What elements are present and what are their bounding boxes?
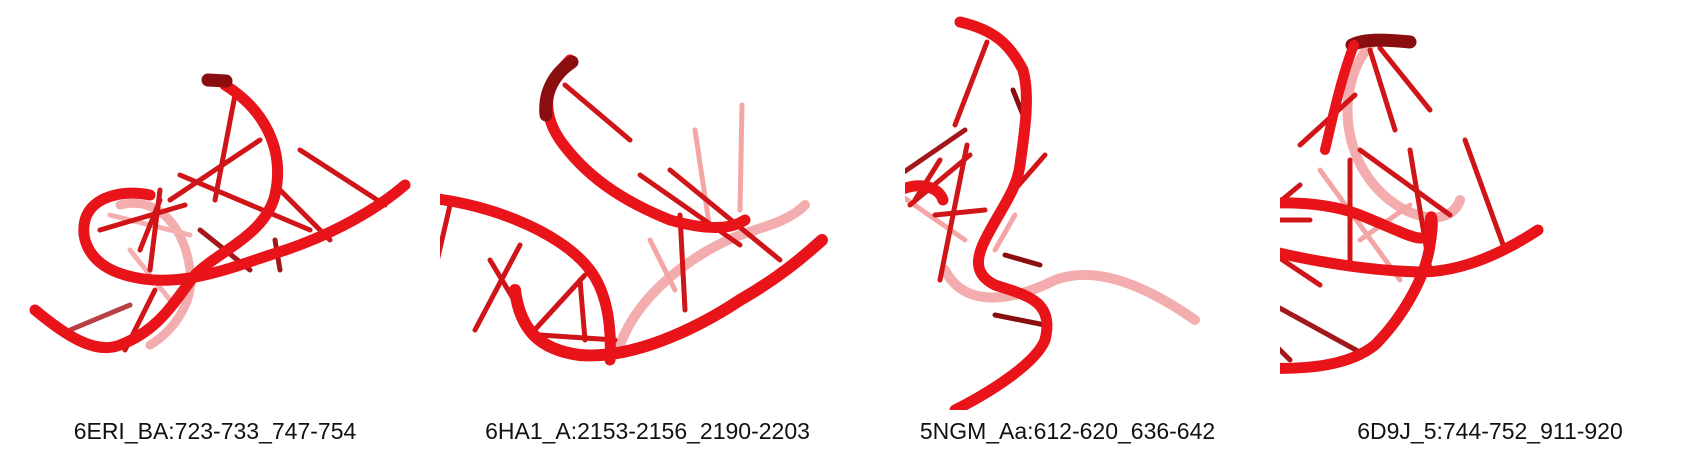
structure-panel-2: 6HA1_A:2153-2156_2190-2203	[440, 0, 855, 460]
structure-label: 5NGM_Aa:612-620_636-642	[919, 418, 1216, 444]
structure-label: 6ERI_BA:723-733_747-754	[73, 418, 357, 444]
structure-label: 6HA1_A:2153-2156_2190-2203	[485, 418, 810, 444]
rna-structure-image-2	[440, 54, 828, 366]
structure-label: 6D9J_5:744-752_911-920	[1357, 418, 1623, 444]
rna-structure-image-4	[1280, 33, 1544, 374]
structure-panel-4: 6D9J_5:744-752_911-920	[1280, 0, 1700, 460]
rna-structure-image-1	[29, 73, 411, 354]
structure-panel-3: 5NGM_Aa:612-620_636-642	[905, 0, 1230, 460]
structure-panel-1: 6ERI_BA:723-733_747-754	[10, 0, 420, 460]
rna-structure-image-3	[905, 16, 1200, 410]
